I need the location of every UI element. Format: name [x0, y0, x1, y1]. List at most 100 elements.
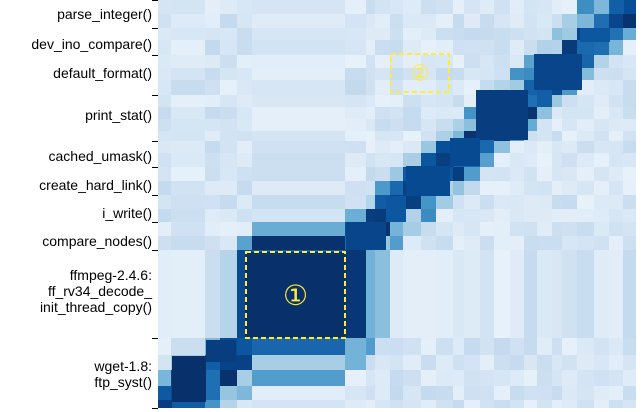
heatmap-cell — [158, 14, 171, 28]
heatmap-cell — [552, 209, 562, 222]
heatmap-cell — [345, 0, 366, 14]
heatmap-cell — [494, 370, 510, 386]
heatmap-cell — [158, 131, 171, 141]
heatmap-cell — [552, 338, 562, 355]
heatmap-cell — [421, 107, 436, 119]
heatmap-cell — [366, 250, 375, 338]
heatmap-cell — [453, 55, 464, 68]
heatmap-cell — [494, 40, 510, 55]
heatmap-cell — [375, 370, 390, 386]
heatmap-cell — [510, 400, 524, 408]
heatmap-cell — [403, 370, 421, 386]
heatmap-cell — [562, 400, 577, 408]
heatmap-cell — [609, 131, 623, 141]
diagonal-block-dev-ino — [580, 28, 610, 42]
heatmap-cell — [366, 355, 375, 370]
heatmap-cell — [594, 131, 609, 141]
heatmap-cell — [537, 141, 552, 153]
heatmap-cell — [562, 250, 577, 338]
heatmap-cell — [220, 209, 237, 222]
heatmap-cell — [453, 68, 464, 80]
heatmap-cell — [537, 167, 552, 181]
heatmap-cell — [537, 131, 552, 141]
heatmap-cell — [537, 236, 552, 250]
heatmap-cell — [205, 400, 220, 408]
heatmap-cell — [524, 236, 537, 250]
heatmap-cell — [252, 222, 345, 236]
heatmap-cell — [237, 209, 252, 222]
heatmap-cell — [552, 195, 562, 209]
heatmap-cell — [453, 250, 464, 338]
heatmap-cell — [453, 80, 464, 95]
tick-mark — [152, 408, 158, 409]
tick-mark — [152, 338, 158, 339]
heatmap-cell — [403, 250, 421, 338]
heatmap-cell — [524, 209, 537, 222]
heatmap-cell — [220, 167, 237, 181]
diagonal-block-compare-nodes — [346, 222, 386, 250]
heatmap-cell — [345, 153, 366, 167]
heatmap-cell — [623, 338, 636, 355]
diagonal-block-wget-c — [158, 400, 172, 408]
heatmap-cell — [237, 131, 252, 141]
heatmap-cell — [609, 195, 623, 209]
heatmap-cell — [562, 167, 577, 181]
heatmap-cell — [524, 28, 537, 40]
heatmap-cell — [609, 14, 623, 28]
heatmap-cell — [237, 80, 252, 95]
heatmap-cell — [403, 222, 421, 236]
heatmap-cell — [552, 222, 562, 236]
heatmap-cell — [252, 40, 345, 55]
heatmap-cell — [421, 119, 436, 131]
heatmap-cell — [158, 55, 171, 68]
heatmap-cell — [345, 167, 366, 181]
heatmap-cell — [436, 40, 453, 55]
heatmap-cell — [252, 386, 345, 400]
heatmap-cell — [537, 250, 552, 338]
heatmap-cell — [252, 68, 345, 80]
heatmap-cell — [562, 131, 577, 141]
heatmap-cell — [403, 209, 421, 222]
heatmap-cell — [562, 386, 577, 400]
heatmap-cell — [158, 40, 171, 55]
heatmap-cell — [436, 141, 453, 153]
heatmap-cell — [436, 131, 453, 141]
heatmap-cell — [577, 181, 594, 195]
heatmap-cell — [562, 181, 577, 195]
heatmap-cell — [436, 28, 453, 40]
heatmap-cell — [594, 119, 609, 131]
heatmap-cell — [436, 68, 453, 80]
heatmap-cell — [577, 370, 594, 386]
heatmap-cell — [390, 236, 403, 250]
heatmap-cell — [453, 195, 464, 209]
heatmap-cell — [158, 119, 171, 131]
heatmap-cell — [562, 209, 577, 222]
heatmap-cell — [453, 131, 464, 141]
heatmap-cell — [421, 370, 436, 386]
heatmap-cell — [252, 119, 345, 131]
heatmap-cell — [205, 222, 220, 236]
heatmap-cell — [494, 209, 510, 222]
heatmap-cell — [464, 236, 480, 250]
heatmap-cell — [403, 14, 421, 28]
heatmap-cell — [375, 141, 390, 153]
heatmap-cell — [562, 95, 577, 107]
heatmap-cell — [594, 400, 609, 408]
heatmap-cell — [171, 131, 205, 141]
heatmap-cell — [494, 222, 510, 236]
heatmap-cell — [577, 195, 594, 209]
heatmap-cell — [375, 28, 390, 40]
heatmap-cell — [171, 0, 205, 14]
heatmap-cell — [537, 195, 552, 209]
heatmap-cell — [421, 131, 436, 141]
heatmap-cell — [623, 386, 636, 400]
heatmap-cell — [480, 250, 494, 338]
heatmap-cell — [375, 167, 390, 181]
heatmap-cell — [552, 119, 562, 131]
heatmap-cell — [594, 80, 609, 95]
heatmap-cell — [205, 107, 220, 119]
heatmap-cell — [403, 236, 421, 250]
heatmap-cell — [436, 236, 453, 250]
annotation-box-2: ② — [390, 53, 450, 93]
